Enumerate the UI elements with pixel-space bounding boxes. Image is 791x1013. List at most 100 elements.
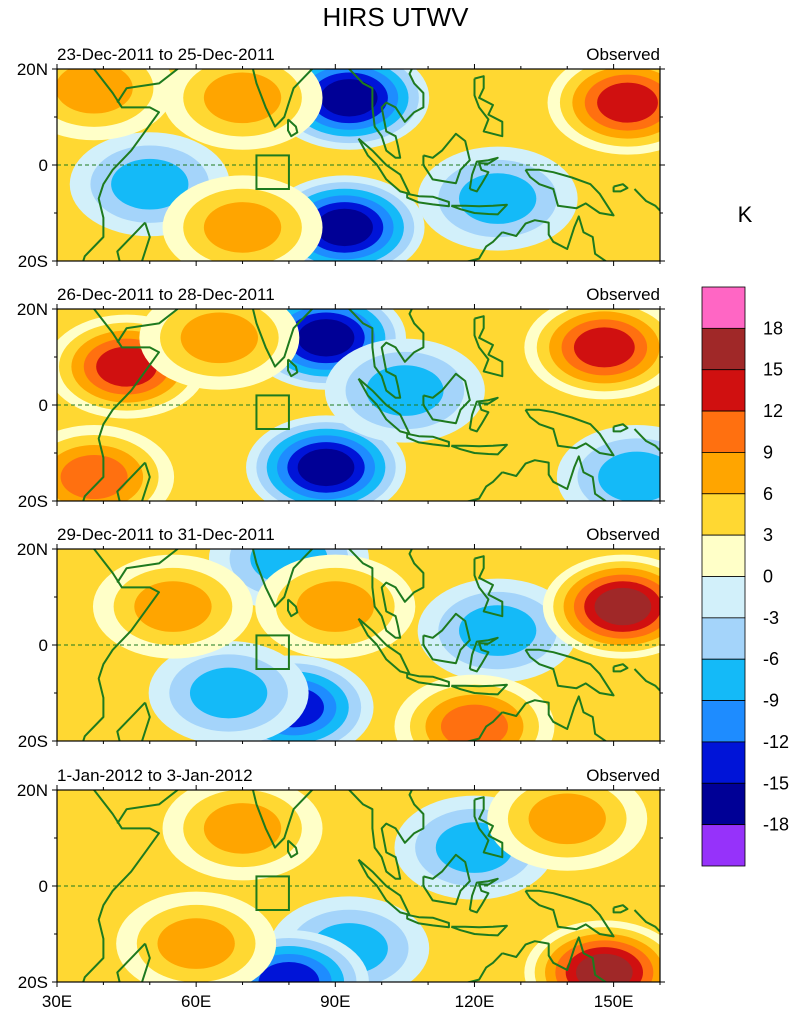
coastline-15	[464, 952, 504, 982]
colorbar-tick-label: -15	[763, 773, 789, 793]
region-box	[255, 634, 290, 671]
coastline-2	[116, 549, 179, 584]
lon-tick-label: 120E	[455, 992, 495, 1011]
panel-label-observed: Observed	[586, 766, 660, 785]
lat-tick-label: 0	[39, 877, 48, 896]
colorbar-tick-label: 15	[763, 360, 783, 380]
coastline-16	[633, 909, 660, 933]
coastline-5	[287, 118, 299, 138]
dry-anomaly-5	[524, 309, 660, 400]
region-box	[255, 394, 290, 430]
contour-band	[297, 448, 355, 487]
coastline-8	[406, 913, 450, 929]
coastline-7	[357, 377, 411, 435]
moist-anomaly-4	[148, 641, 309, 741]
coastline-1	[57, 549, 160, 741]
contour-band	[258, 962, 320, 982]
panel-label-observed: Observed	[586, 525, 660, 544]
moist-anomaly-4	[417, 146, 578, 251]
coastline-16	[633, 428, 660, 452]
lat-tick-label: 0	[39, 636, 48, 655]
coastline-18	[428, 520, 474, 544]
coastline-3	[116, 942, 151, 982]
contour-band	[597, 82, 658, 123]
coastlines	[57, 790, 660, 982]
contour-band	[189, 667, 268, 719]
lat-tick-label: 0	[39, 396, 48, 415]
map-panel-2: 20N 0 20S 26-Dec-2011 to 28-Dec-2011 Observe…	[17, 280, 665, 511]
contour-band	[366, 365, 444, 416]
contour-band	[157, 918, 235, 969]
coastline-18	[428, 280, 474, 304]
colorbar-unit: K	[738, 202, 753, 227]
coastline-10	[468, 636, 499, 673]
colorbar-tick-label: 0	[763, 567, 773, 587]
colorbar-tick-label: 18	[763, 318, 783, 338]
contour-band	[458, 173, 537, 224]
panel-date-range: 23-Dec-2011 to 25-Dec-2011	[57, 45, 275, 64]
lon-tick-label: 60E	[181, 992, 211, 1011]
map-panels: 20N 0 20S 23-Dec-2011 to 25-Dec-2011 Observe…	[17, 45, 665, 992]
colorbar-segment	[701, 576, 746, 619]
coastline-15	[464, 231, 504, 261]
colorbar-tick-label: 3	[763, 525, 773, 545]
region-box	[255, 154, 290, 190]
coastline-11	[473, 75, 504, 138]
contour-fill-group	[57, 69, 660, 261]
contour-fill-group	[116, 790, 660, 982]
coastline-2	[116, 790, 179, 825]
colorbar-segment	[701, 493, 746, 536]
coastline-8	[406, 192, 450, 208]
coastline-17	[612, 183, 629, 193]
coastline-17	[612, 663, 629, 673]
lon-tick-label: 30E	[42, 992, 72, 1011]
moist-anomaly-3	[324, 338, 485, 443]
dry-anomaly-8	[57, 69, 175, 141]
coastlines	[57, 69, 660, 261]
dry-anomaly-6	[92, 554, 253, 659]
coastline-17	[612, 423, 629, 433]
coastline-15	[464, 471, 504, 501]
colorbar-tick-label: 12	[763, 401, 783, 421]
coastline-5	[287, 358, 299, 378]
moist-anomaly-4	[556, 425, 660, 501]
coastline-3	[116, 701, 151, 741]
coastline-8	[406, 672, 450, 688]
coastline-10	[468, 156, 499, 193]
panel-label-observed: Observed	[586, 285, 660, 304]
contour-band	[297, 319, 355, 357]
colorbar: 18 15 12 9 6 3 0 -3 -6 -9 -12 -15 -18 K	[701, 202, 789, 867]
dry-anomaly-6	[116, 891, 277, 982]
coastline-14	[502, 695, 608, 741]
coastline-1	[57, 309, 160, 501]
contour-band	[60, 455, 128, 499]
coastline-6	[347, 790, 425, 880]
colorbar-segment	[701, 369, 746, 412]
dry-anomaly-7	[162, 175, 323, 261]
coastline-13	[524, 889, 615, 938]
colorbar-segment	[701, 534, 746, 577]
coastline-14	[502, 215, 608, 261]
coastline-13	[524, 408, 615, 457]
coastline-1	[57, 790, 160, 982]
dry-anomaly-4	[524, 920, 660, 982]
colorbar-segment	[701, 658, 746, 701]
colorbar-tick-label: -3	[763, 608, 779, 628]
coastline-8	[406, 432, 450, 448]
dry-anomaly-8	[255, 554, 416, 659]
coastline-14	[502, 936, 608, 982]
contour-fill-group	[57, 309, 660, 501]
coastline-4	[251, 549, 314, 608]
coastline-17	[612, 904, 629, 914]
coastline-6	[347, 69, 425, 159]
contour-band	[203, 202, 282, 253]
coastline-7	[357, 858, 411, 916]
panel-label-observed: Observed	[586, 45, 660, 64]
contour-fill-group	[92, 549, 660, 741]
contour-band	[203, 72, 282, 124]
coastline-13	[524, 648, 615, 697]
coastline-6	[347, 309, 425, 399]
coastline-12	[450, 443, 508, 456]
contour-band	[296, 581, 374, 632]
